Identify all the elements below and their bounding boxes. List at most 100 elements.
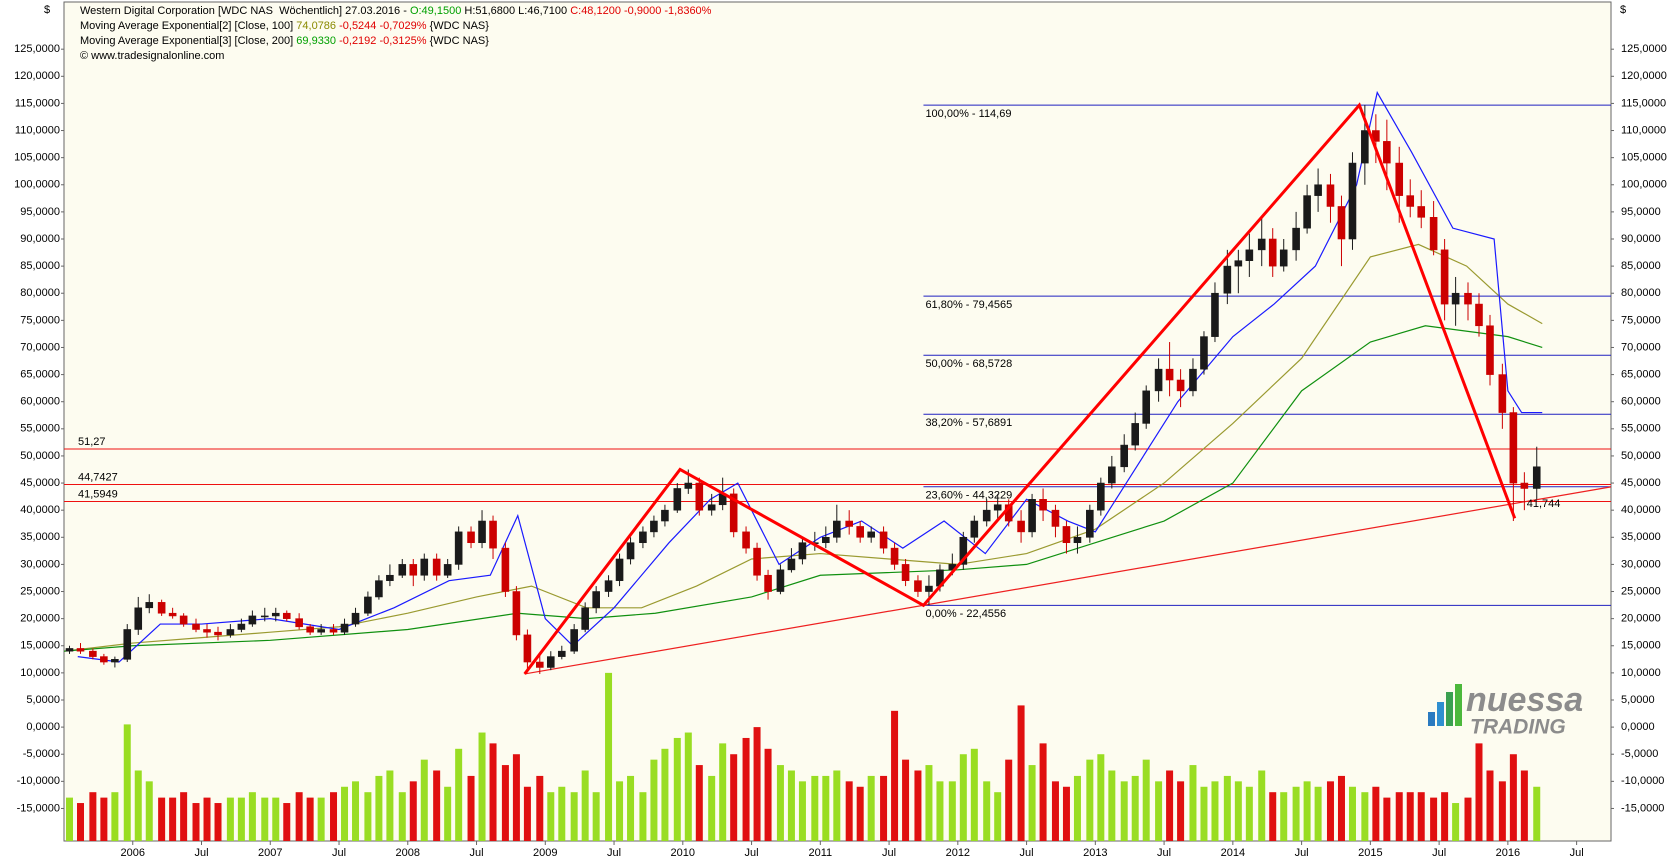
legend-text: {WDC NAS}: [427, 20, 490, 32]
candle-body: [1142, 390, 1151, 424]
candle-body: [1257, 238, 1266, 251]
legend-text: {WDC NAS}: [427, 35, 490, 47]
logo-bar: [1428, 712, 1435, 726]
volume-bar: [730, 754, 738, 841]
trend-label: 41,744: [1527, 498, 1561, 510]
candle-body: [420, 558, 429, 576]
legend-text: H:51,6800 L:46,7100: [461, 5, 570, 17]
candle-body: [306, 626, 314, 633]
volume-bar: [1223, 775, 1231, 841]
x-tick-label: Jul: [1157, 847, 1171, 859]
volume-bar: [1303, 781, 1311, 841]
y-tick-label: 20,0000: [1621, 613, 1661, 625]
volume-bar: [1131, 775, 1139, 841]
volume-bar: [214, 803, 222, 841]
legend-text: -0,5244 -0,7029%: [336, 20, 427, 32]
candle-body: [546, 656, 555, 668]
y-tick-label: 45,0000: [20, 477, 60, 489]
volume-bar: [433, 770, 441, 841]
y-tick-label: 55,0000: [1621, 423, 1661, 435]
volume-bar: [1155, 781, 1163, 841]
candle-body: [443, 564, 452, 576]
candle-body: [1245, 249, 1254, 261]
y-tick-label: 65,0000: [1621, 368, 1661, 380]
candle-body: [260, 615, 269, 618]
x-tick-label: 2007: [258, 847, 282, 859]
legend-text: Moving Average Exponential[3] [Close, 20…: [80, 35, 296, 47]
volume-bar: [386, 770, 394, 841]
fib-label: 61,80% - 79,4565: [925, 299, 1012, 311]
volume-bar: [822, 775, 830, 841]
volume-bar: [169, 797, 177, 841]
volume-bar: [605, 672, 613, 841]
volume-bar: [1372, 786, 1380, 841]
volume-bar: [1200, 786, 1208, 841]
volume-bar: [317, 797, 325, 841]
candle-body: [557, 650, 566, 657]
candle-body: [1348, 162, 1357, 240]
volume-bar: [1533, 786, 1541, 841]
x-tick-label: 2016: [1496, 847, 1520, 859]
volume-bar: [272, 797, 280, 841]
candle-body: [1383, 141, 1391, 164]
y-tick-label: 40,0000: [1621, 504, 1661, 516]
volume-bar: [1395, 792, 1403, 841]
volume-bar: [1417, 792, 1425, 841]
volume-bar: [994, 792, 1002, 841]
volume-bar: [352, 781, 360, 841]
candle-body: [329, 629, 338, 633]
volume-bar: [547, 792, 555, 841]
level-label: 44,7427: [78, 471, 118, 483]
volume-bar: [237, 797, 245, 841]
candle-body: [317, 629, 325, 633]
volume-bar: [1211, 781, 1219, 841]
candle-body: [661, 509, 669, 522]
y-tick-label: -15,0000: [17, 802, 60, 814]
y-tick-label: 25,0000: [1621, 585, 1661, 597]
plot-area: [63, 1, 1612, 842]
volume-bar: [902, 759, 910, 841]
candle-body: [1520, 482, 1529, 489]
candle-body: [1498, 374, 1507, 413]
candle-body: [1464, 292, 1472, 305]
candle-body: [1017, 520, 1025, 533]
y-tick-label: -10,0000: [17, 775, 60, 787]
volume-bar: [708, 775, 716, 841]
level-label: 51,27: [78, 436, 106, 448]
volume-bar: [1234, 781, 1242, 841]
candle-body: [364, 596, 372, 614]
candle-body: [833, 520, 841, 538]
y-tick-label: 90,0000: [20, 233, 60, 245]
volume-bar: [306, 797, 314, 841]
candle-body: [1429, 217, 1438, 251]
candle-body: [707, 504, 716, 511]
volume-bar: [1486, 770, 1494, 841]
candle-body: [1509, 412, 1518, 484]
y-tick-label: 120,0000: [1621, 70, 1667, 82]
x-tick-label: 2014: [1221, 847, 1245, 859]
volume-bar: [1337, 775, 1345, 841]
volume-bar: [948, 781, 956, 841]
volume-bar: [123, 724, 131, 841]
volume-bar: [891, 710, 899, 841]
y-tick-label: 0,0000: [1621, 721, 1655, 733]
candle-body: [295, 618, 303, 628]
volume-bar: [1028, 765, 1036, 841]
candle-body: [1406, 195, 1415, 207]
y-tick-label: 100,0000: [14, 179, 60, 191]
volume-bar: [798, 781, 806, 841]
candle-body: [1189, 368, 1197, 392]
volume-bar: [1166, 770, 1174, 841]
y-tick-label: 40,0000: [20, 504, 60, 516]
candle-body: [1417, 206, 1426, 218]
volume-bar: [1073, 775, 1081, 841]
volume-bar: [261, 797, 269, 841]
volume-bar: [330, 792, 338, 841]
y-tick-label: 120,0000: [14, 70, 60, 82]
legend-line: Moving Average Exponential[3] [Close, 20…: [80, 35, 489, 47]
x-tick-label: Jul: [194, 847, 208, 859]
volume-bar: [226, 797, 234, 841]
candle-body: [1120, 444, 1129, 468]
y-tick-label: 70,0000: [20, 341, 60, 353]
volume-bar: [1292, 786, 1300, 841]
